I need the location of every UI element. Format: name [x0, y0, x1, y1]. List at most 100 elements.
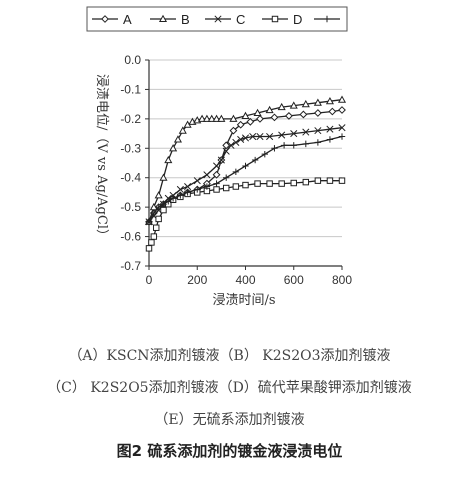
data-point [165, 198, 172, 205]
legend-label: D [293, 12, 302, 27]
series-d [145, 177, 346, 252]
legend-item [314, 15, 340, 23]
data-point [302, 128, 310, 136]
data-point [278, 180, 285, 187]
y-axis-label: 浸渍电位/（V vs Ag/AgCl） [94, 74, 109, 242]
data-point [184, 182, 192, 191]
data-point [246, 117, 255, 126]
data-point [149, 202, 158, 211]
data-point [150, 209, 158, 217]
data-point [241, 134, 250, 142]
x-tick-label: 800 [332, 273, 352, 287]
figure-title: 图2 硫系添加剂的镀金液浸渍电位 [116, 442, 343, 460]
data-point [326, 125, 334, 133]
data-point [261, 150, 268, 158]
data-point [203, 183, 211, 190]
data-point [290, 142, 297, 149]
data-point [184, 189, 191, 196]
data-point [277, 102, 286, 111]
axes [145, 59, 343, 270]
data-point [160, 206, 167, 214]
data-point [198, 114, 207, 122]
data-point [280, 142, 288, 149]
data-point [242, 162, 249, 170]
data-point [337, 95, 347, 103]
series-line [148, 135, 343, 223]
data-point [145, 245, 153, 252]
data-point [222, 184, 230, 192]
data-point [177, 192, 184, 199]
data-point [254, 180, 261, 187]
data-point [229, 114, 238, 122]
legend-item: A [92, 12, 132, 27]
x-tick-label: 0 [146, 273, 153, 287]
data-point [290, 179, 297, 187]
legend-item: D [262, 12, 302, 27]
data-point [236, 120, 245, 129]
data-point [155, 215, 162, 223]
data-point [154, 191, 163, 199]
x-tick-label: 400 [235, 273, 255, 287]
data-point [169, 144, 178, 152]
data-point [203, 171, 211, 179]
y-tick-label: -0.1 [120, 82, 141, 96]
data-point [232, 183, 240, 190]
data-point [338, 106, 346, 114]
data-point [232, 168, 240, 176]
data-point [285, 112, 293, 120]
x-axis-label: 浸渍时间/s [212, 293, 275, 308]
data-point [338, 177, 346, 184]
potential-chart: A B C D 0.0 -0.1 -0.2 -0.3 -0.4 -0.5 -0.6 -0.7 0 20… [86, 6, 352, 308]
data-point [253, 108, 262, 117]
data-point [314, 139, 322, 146]
data-point [160, 201, 167, 208]
data-point [299, 110, 308, 119]
data-point [155, 203, 162, 211]
y-tick-label: -0.7 [120, 259, 141, 273]
series-layer [144, 95, 347, 252]
data-point [266, 132, 274, 141]
legend-item: B [150, 12, 190, 27]
legend-label: C [236, 12, 245, 27]
data-point [176, 185, 184, 194]
x-tick-label: 200 [187, 273, 207, 287]
data-point [229, 126, 238, 135]
data-point [302, 178, 310, 186]
series-b [144, 95, 347, 225]
data-point [153, 224, 160, 231]
data-point [338, 133, 346, 140]
data-point [314, 127, 322, 135]
data-point [241, 111, 250, 119]
data-point [271, 145, 278, 152]
data-point [159, 173, 168, 181]
data-point [270, 113, 279, 122]
data-point [178, 126, 187, 134]
legend-label: A [123, 12, 132, 27]
y-tick-label: -0.5 [120, 200, 141, 214]
data-point [256, 114, 264, 123]
data-point [301, 99, 310, 108]
data-point [237, 135, 245, 144]
data-point [313, 98, 322, 106]
data-point [338, 124, 346, 132]
caption-line-2: （C） K2S2O5添加剂镀液（D）硫代苹果酸钾添加剂镀液 [47, 380, 412, 396]
y-tick-label: -0.4 [120, 171, 141, 185]
data-point [223, 174, 230, 181]
data-point [212, 170, 221, 179]
data-point [314, 177, 322, 184]
data-point [212, 114, 221, 122]
data-point [193, 177, 201, 185]
data-point [302, 140, 310, 148]
x-tick-label: 600 [284, 273, 304, 287]
legend-marker [158, 14, 168, 23]
series-e [145, 133, 346, 226]
data-point [325, 96, 334, 105]
data-point [242, 181, 249, 189]
data-point [266, 180, 273, 187]
data-point [217, 114, 226, 122]
series-c [145, 124, 346, 226]
data-point [217, 156, 225, 164]
data-point [207, 114, 216, 122]
legend-marker [101, 15, 109, 23]
data-point [227, 141, 235, 149]
